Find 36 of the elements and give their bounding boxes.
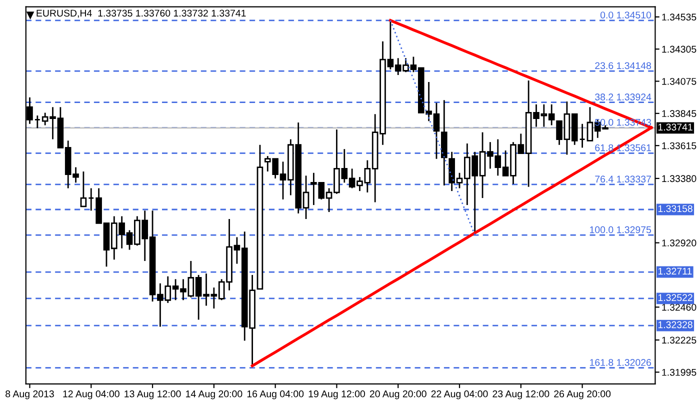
ref-line-label: 1.32711 xyxy=(658,268,692,275)
annotation: 76.4 1.33337 xyxy=(595,176,651,183)
candlestick xyxy=(88,188,94,212)
x-tick-label: 14 Aug 20:00 xyxy=(186,390,242,400)
ref-line-label: 1.33158 xyxy=(658,205,692,212)
annotation: 38.2 1.33924 xyxy=(595,94,652,100)
y-tick-label: 1.32225 xyxy=(662,336,696,344)
x-tick-label: 20 Aug 20:00 xyxy=(370,390,426,400)
x-tick-label: 8 Aug 2013 xyxy=(6,390,54,400)
y-tick-label: 1.32920 xyxy=(662,240,696,246)
candlestick xyxy=(80,170,87,208)
annotation: 0.0 1.34510 xyxy=(600,12,652,18)
annotation: 161.8 1.32026 xyxy=(590,359,652,366)
y-tick-label: 1.32460 xyxy=(662,304,696,311)
x-tick-label: 22 Aug 04:00 xyxy=(431,390,488,400)
y-tick-label: 1.34305 xyxy=(662,46,696,53)
ref-line-label: 1.33741 xyxy=(658,124,692,131)
y-tick-label: 1.34075 xyxy=(662,78,696,85)
x-tick-label: 12 Aug 04:00 xyxy=(63,390,120,400)
x-tick-label: 19 Aug 12:00 xyxy=(308,390,365,400)
y-tick-label: 1.31995 xyxy=(662,368,696,376)
annotation: 100.0 1.32975 xyxy=(590,226,652,234)
chart-title: EURUSD,H4 1.33735 1.33760 1.33732 1.33741 xyxy=(36,10,246,18)
candlestick xyxy=(579,123,586,148)
x-tick-label: 16 Aug 04:00 xyxy=(247,390,304,400)
y-tick-label: 1.33615 xyxy=(662,142,696,150)
annotation: 23.6 1.34148 xyxy=(595,62,652,70)
x-tick-label: 23 Aug 12:00 xyxy=(492,390,550,400)
candlestick xyxy=(34,114,41,129)
x-tick-label: 13 Aug 12:00 xyxy=(124,390,181,400)
x-tick-label: 26 Aug 20:00 xyxy=(554,390,611,400)
ref-line-label: 1.32328 xyxy=(658,321,692,328)
y-tick-label: 1.33845 xyxy=(662,110,696,118)
ref-line-label: 1.32522 xyxy=(658,294,692,302)
y-tick-label: 1.33380 xyxy=(662,175,696,182)
y-tick-label: 1.34535 xyxy=(662,14,696,21)
